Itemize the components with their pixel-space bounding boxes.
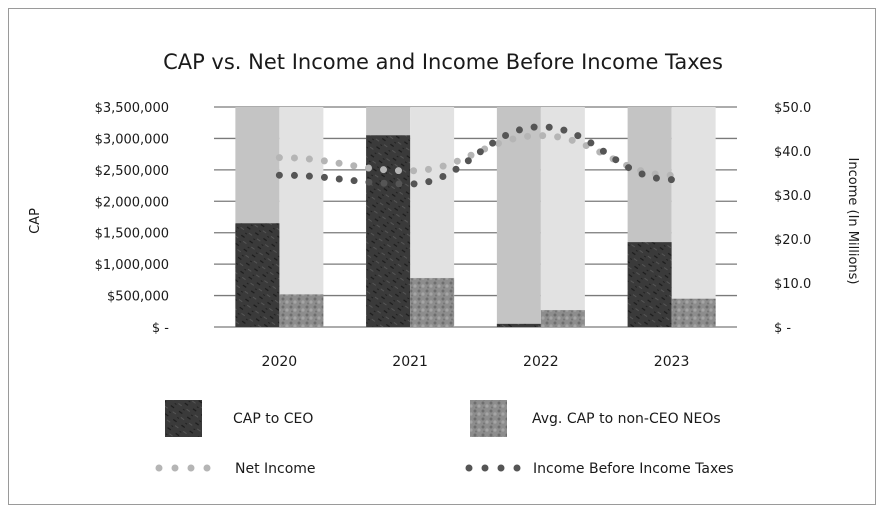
line-marks	[275, 123, 676, 188]
right-axis-title: Income (In Millions)	[845, 158, 860, 285]
right-tick-label: $ -	[774, 321, 791, 336]
left-tick-label: $500,000	[107, 290, 169, 305]
legend: CAP to CEO Avg. CAP to non-CEO NEOs Net …	[155, 400, 734, 477]
category-label: 2023	[654, 354, 690, 370]
legend-label-ceo: CAP to CEO	[233, 411, 313, 427]
bar-marks	[235, 135, 716, 327]
legend-swatch-ceo	[165, 400, 202, 437]
chart-canvas: CAP vs. Net Income and Income Before Inc…	[28, 50, 860, 477]
left-tick-label: $2,500,000	[95, 164, 169, 179]
left-tick-label: $ -	[152, 321, 169, 336]
right-tick-label: $10.0	[774, 277, 811, 292]
category-label: 2022	[523, 354, 559, 370]
left-tick-label: $1,500,000	[95, 227, 169, 242]
left-axis-ticks: $ - $500,000 $1,000,000 $1,500,000 $2,000,00…	[95, 101, 170, 336]
bar-cap-to-ceo	[366, 135, 411, 327]
legend-label-ibit: Income Before Income Taxes	[533, 461, 734, 477]
left-tick-label: $2,000,000	[95, 195, 169, 210]
bar-avg-cap-non-ceo	[540, 310, 585, 327]
legend-label-net-income: Net Income	[235, 461, 316, 477]
chart-title: CAP vs. Net Income and Income Before Inc…	[163, 50, 723, 74]
left-axis-title: CAP	[28, 208, 43, 234]
column-background	[496, 107, 541, 327]
category-label: 2020	[262, 354, 298, 370]
right-tick-label: $20.0	[774, 233, 811, 248]
column-background	[540, 107, 585, 327]
bar-cap-to-ceo	[235, 223, 280, 327]
left-tick-label: $3,000,000	[95, 132, 169, 147]
line-income-before-taxes	[275, 123, 676, 188]
left-tick-label: $1,000,000	[95, 258, 169, 273]
bar-cap-to-ceo	[496, 323, 541, 327]
column-background	[279, 107, 324, 327]
right-axis-ticks: $ - $10.0 $20.0 $30.0 $40.0 $50.0	[774, 101, 811, 336]
bar-avg-cap-non-ceo	[279, 294, 324, 327]
right-tick-label: $40.0	[774, 145, 811, 160]
bar-avg-cap-non-ceo	[410, 277, 455, 327]
legend-label-neo: Avg. CAP to non-CEO NEOs	[532, 411, 721, 427]
category-label: 2021	[392, 354, 428, 370]
legend-swatch-neo	[470, 400, 507, 437]
right-tick-label: $30.0	[774, 189, 811, 204]
bar-cap-to-ceo	[627, 242, 672, 327]
column-background	[671, 107, 716, 327]
chart-frame: CAP vs. Net Income and Income Before Inc…	[8, 8, 876, 505]
right-tick-label: $50.0	[774, 101, 811, 116]
left-tick-label: $3,500,000	[95, 101, 169, 116]
bar-avg-cap-non-ceo	[671, 298, 716, 327]
category-labels: 2020 2021 2022 2023	[262, 354, 690, 370]
